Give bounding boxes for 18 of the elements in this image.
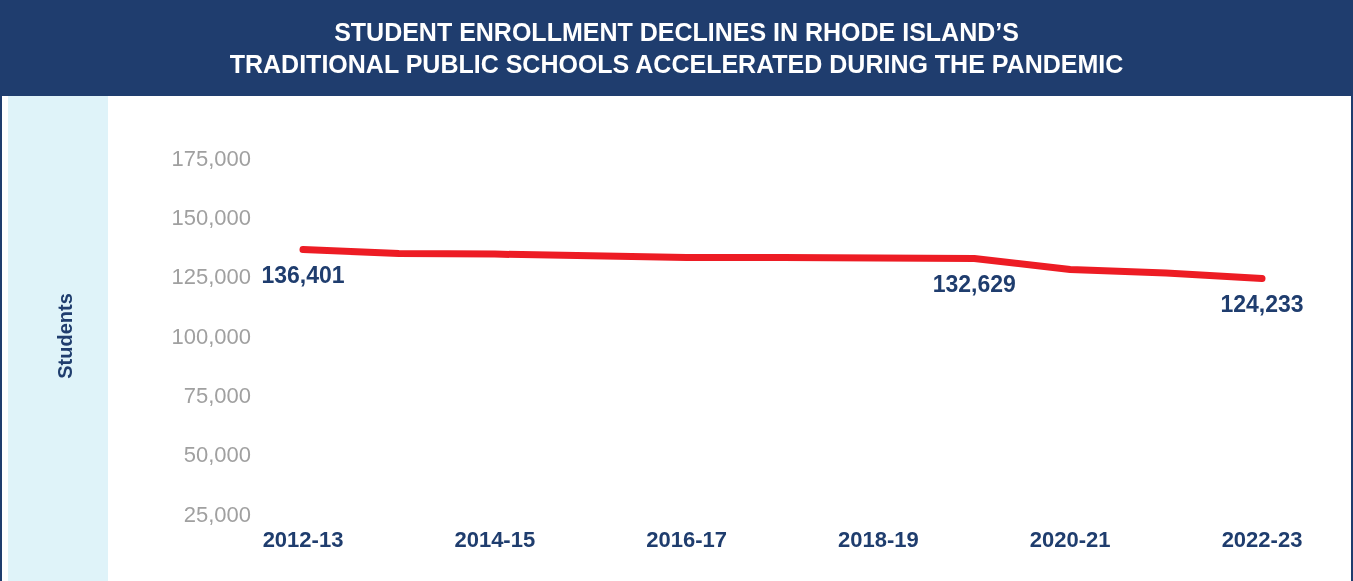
data-label: 136,401 xyxy=(261,262,345,289)
y-tick-label: 150,000 xyxy=(171,204,251,230)
y-axis-title: Students xyxy=(54,293,76,379)
x-tick-label: 2014-15 xyxy=(454,526,536,552)
y-tick-label: 125,000 xyxy=(171,264,251,290)
y-tick-label: 100,000 xyxy=(171,323,251,349)
y-tick-label: 175,000 xyxy=(171,145,251,171)
y-tick-label: 75,000 xyxy=(183,382,251,408)
x-tick-label: 2018-19 xyxy=(838,526,919,552)
x-tick-label: 2012-13 xyxy=(262,526,344,552)
x-tick-label: 2020-21 xyxy=(1029,526,1111,552)
x-tick-label: 2016-17 xyxy=(646,526,727,552)
chart-title: STUDENT ENROLLMENT DECLINES IN RHODE ISLAND’S TRADITIONAL PUBLIC SCHOOLS ACCELERATED DURING THE PANDEMIC xyxy=(0,0,1353,96)
x-tick-label: 2022-23 xyxy=(1221,526,1303,552)
y-tick-label: 25,000 xyxy=(183,501,251,527)
data-label: 132,629 xyxy=(932,271,1016,298)
data-label: 124,233 xyxy=(1220,290,1304,317)
y-tick-label: 50,000 xyxy=(183,442,251,468)
